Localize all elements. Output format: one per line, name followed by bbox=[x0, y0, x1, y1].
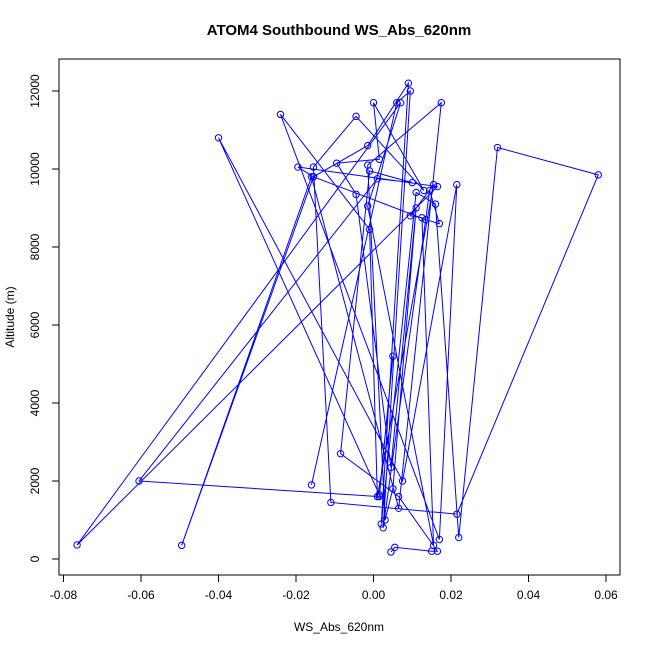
data-point bbox=[307, 481, 316, 489]
chart-title: ATOM4 Southbound WS_Abs_620nm bbox=[207, 22, 471, 39]
data-point bbox=[307, 173, 316, 181]
data-point bbox=[373, 492, 382, 501]
x-tick-label: -0.04 bbox=[205, 588, 233, 602]
data-point bbox=[327, 498, 335, 507]
series-line bbox=[76, 81, 599, 553]
data-point bbox=[214, 134, 223, 142]
x-tick-label: -0.08 bbox=[50, 588, 78, 602]
data-point bbox=[435, 535, 444, 544]
data-point bbox=[381, 516, 389, 524]
data-point bbox=[294, 163, 302, 171]
y-tick-label: 0 bbox=[28, 555, 42, 562]
data-point bbox=[425, 186, 434, 195]
data-point bbox=[433, 547, 442, 555]
data-point bbox=[429, 180, 438, 189]
data-point bbox=[422, 216, 430, 224]
data-point bbox=[379, 524, 387, 532]
data-point bbox=[391, 543, 399, 551]
data-point bbox=[394, 492, 403, 501]
data-point bbox=[433, 182, 442, 191]
x-tick-label: -0.06 bbox=[127, 588, 155, 602]
y-tick-label: 6000 bbox=[28, 311, 42, 338]
x-tick-label: 0.00 bbox=[362, 588, 386, 602]
data-point bbox=[177, 541, 186, 550]
x-tick-label: -0.02 bbox=[282, 588, 310, 602]
y-axis: 0 2000 4000 6000 8000 10000 12000 bbox=[28, 74, 60, 562]
data-point bbox=[365, 225, 374, 234]
data-point bbox=[435, 219, 444, 228]
data-point bbox=[276, 110, 285, 119]
data-point bbox=[369, 99, 378, 107]
data-point bbox=[493, 143, 502, 152]
y-tick-label: 8000 bbox=[28, 233, 42, 260]
data-point bbox=[309, 163, 318, 171]
data-point bbox=[412, 204, 420, 212]
data-point bbox=[363, 141, 372, 150]
data-point bbox=[406, 87, 415, 95]
data-point bbox=[406, 212, 415, 220]
data-point bbox=[418, 214, 426, 222]
data-point bbox=[73, 541, 81, 549]
x-tick-label: 0.04 bbox=[517, 588, 541, 602]
data-point bbox=[387, 548, 395, 556]
x-tick-label: 0.02 bbox=[439, 588, 463, 602]
data-point bbox=[412, 188, 420, 197]
data-point bbox=[420, 186, 428, 195]
data-point bbox=[427, 547, 436, 555]
y-tick-label: 4000 bbox=[28, 389, 42, 416]
data-point bbox=[437, 99, 446, 107]
data-point bbox=[365, 167, 374, 175]
data-point bbox=[393, 99, 401, 107]
data-point bbox=[389, 352, 397, 360]
y-tick-label: 10000 bbox=[28, 152, 42, 186]
data-point bbox=[352, 112, 360, 121]
data-point bbox=[594, 171, 602, 179]
data-point bbox=[396, 99, 405, 107]
data-point bbox=[375, 492, 384, 501]
data-point bbox=[408, 178, 416, 187]
data-point bbox=[453, 510, 461, 518]
data-point bbox=[363, 202, 372, 210]
y-tick-label: 2000 bbox=[28, 467, 42, 494]
data-point bbox=[377, 520, 385, 528]
data-point bbox=[375, 490, 384, 499]
data-series bbox=[73, 79, 602, 556]
data-point bbox=[352, 190, 360, 199]
x-axis-label: WS_Abs_620nm bbox=[294, 620, 384, 634]
data-point bbox=[431, 200, 440, 208]
data-point bbox=[332, 159, 341, 167]
x-axis: -0.08 -0.06 -0.04 -0.02 0.00 0.02 0.04 0.06 bbox=[50, 574, 618, 602]
data-point bbox=[398, 477, 407, 485]
data-point bbox=[375, 155, 384, 163]
data-point bbox=[453, 180, 461, 189]
data-point bbox=[373, 175, 382, 183]
y-axis-label: Altitude (m) bbox=[3, 286, 17, 347]
data-point bbox=[455, 533, 463, 542]
data-point bbox=[135, 477, 143, 485]
data-point bbox=[336, 450, 345, 458]
data-point bbox=[404, 79, 413, 87]
data-point bbox=[389, 485, 397, 493]
data-point bbox=[309, 173, 318, 181]
x-tick-label: 0.06 bbox=[594, 588, 618, 602]
y-tick-label: 12000 bbox=[28, 74, 42, 108]
data-point bbox=[387, 463, 395, 472]
data-point bbox=[394, 504, 403, 512]
